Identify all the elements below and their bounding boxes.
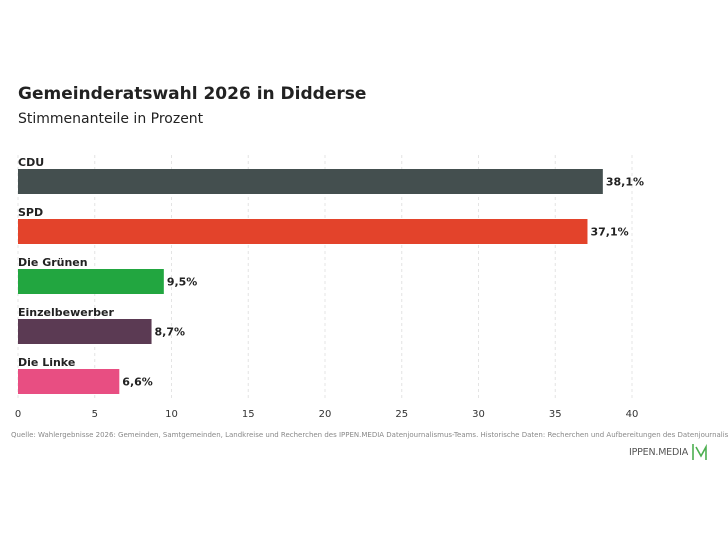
x-tick-label: 20 xyxy=(319,409,332,420)
x-tick-label: 30 xyxy=(472,409,485,420)
bar xyxy=(18,169,603,194)
x-axis: 0 5 10 15 20 25 30 35 40 xyxy=(15,409,639,420)
x-tick-label: 35 xyxy=(549,409,562,420)
category-label: Einzelbewerber xyxy=(18,306,114,319)
bar xyxy=(18,219,588,244)
x-tick-label: 0 xyxy=(15,409,21,420)
x-tick-label: 25 xyxy=(395,409,408,420)
chart-subtitle: Stimmenanteile in Prozent xyxy=(18,111,204,127)
category-label: Die Linke xyxy=(18,356,75,369)
category-label: CDU xyxy=(18,156,44,169)
value-label: 8,7% xyxy=(155,326,186,339)
value-label: 6,6% xyxy=(122,376,153,389)
chart-title: Gemeinderatswahl 2026 in Didderse xyxy=(18,84,367,104)
source-note: Quelle: Wahlergebnisse 2026: Gemeinden, … xyxy=(11,431,728,439)
logo-m-icon xyxy=(692,443,707,460)
x-tick-label: 15 xyxy=(242,409,255,420)
bars-layer: CDU 38,1% SPD 37,1% Die Grünen 9,5% Einzelbewe… xyxy=(18,156,644,394)
category-label: Die Grünen xyxy=(18,256,88,269)
value-label: 38,1% xyxy=(606,176,644,189)
logo-text: IPPEN.MEDIA xyxy=(629,446,689,458)
bar xyxy=(18,269,164,294)
value-label: 9,5% xyxy=(167,276,198,289)
value-label: 37,1% xyxy=(590,226,628,239)
x-tick-label: 5 xyxy=(92,409,98,420)
bar xyxy=(18,319,152,344)
x-tick-label: 40 xyxy=(626,409,639,420)
category-label: SPD xyxy=(18,206,43,219)
x-tick-label: 10 xyxy=(165,409,178,420)
publisher-logo: IPPEN.MEDIA xyxy=(629,442,709,462)
bar xyxy=(18,369,120,394)
